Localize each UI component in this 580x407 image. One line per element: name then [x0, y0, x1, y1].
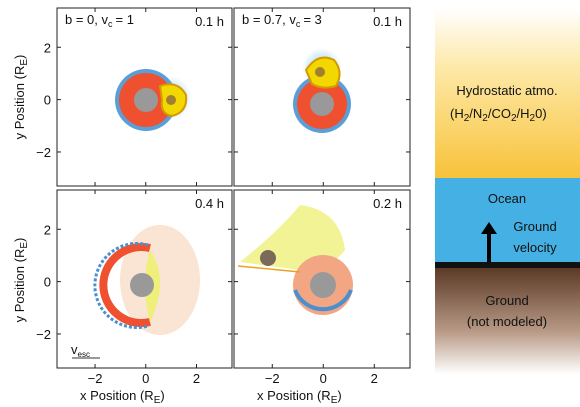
y-axis-label: y Position (RE): [12, 238, 30, 323]
panel-time: 0.1 h: [373, 14, 402, 29]
x-tick-label: 2: [371, 371, 378, 386]
velocity-label: Ground: [513, 219, 556, 234]
panel-time: 0.1 h: [195, 14, 224, 29]
arrow-label: vesc: [71, 342, 90, 359]
atmosphere-label: Hydrostatic atmo.: [456, 83, 557, 98]
y-tick-label: 2: [44, 222, 51, 237]
y-tick-label: 0: [44, 275, 51, 290]
panel-frames: [57, 8, 410, 368]
x-tick-label: 0: [320, 371, 327, 386]
ground-label: (not modeled): [467, 314, 547, 329]
x-tick-label: −2: [265, 371, 280, 386]
panel-label-part: = 3: [303, 12, 321, 27]
arrow-label-part: esc: [78, 350, 90, 359]
x-axis-label-part: ): [337, 388, 341, 403]
x-axis-label-part: x Position (R: [80, 388, 154, 403]
snapshot-3: [95, 225, 200, 335]
x-axis-label: x Position (RE): [257, 388, 342, 406]
panel-label-part: c: [108, 19, 113, 29]
y-tick-label: −2: [36, 145, 51, 160]
y-axis-label-part: y Position (R: [12, 249, 27, 323]
figure: −2020.1 hb = 0, vc= 10.1 hb = 0.7, vc= 3…: [0, 0, 580, 407]
atmosphere-formula-part: 0): [535, 106, 547, 121]
panel-label: b = 0, vc= 1: [65, 12, 134, 29]
panel-label: b = 0.7, vc= 3: [242, 12, 322, 29]
x-axis-label-part: ): [160, 388, 164, 403]
x-tick-label: −2: [88, 371, 103, 386]
y-axis-label: y Position (RE): [12, 55, 30, 140]
ground-label: Ground: [485, 293, 528, 308]
ground-surface: [435, 262, 580, 268]
atmosphere-formula-part: /H: [517, 106, 530, 121]
y-tick-label: 2: [44, 40, 51, 55]
x-axis-label: x Position (RE): [80, 388, 165, 406]
atmosphere-formula-part: (H: [450, 106, 464, 121]
ocean-label: Ocean: [488, 191, 526, 206]
panel-label-part: b = 0.7, v: [242, 12, 296, 27]
panel-label-part: c: [296, 19, 301, 29]
x-tick-label: 0: [142, 371, 149, 386]
panel-label-part: = 1: [116, 12, 134, 27]
y-tick-label: −2: [36, 327, 51, 342]
y-axis-label-part: y Position (R: [12, 66, 27, 140]
panel-time: 0.4 h: [195, 196, 224, 211]
x-tick-label: 2: [193, 371, 200, 386]
velocity-label: velocity: [513, 240, 557, 255]
atmosphere-formula-part: /CO: [488, 106, 511, 121]
x-axis-label-part: x Position (R: [257, 388, 331, 403]
y-axis-label-part: ): [12, 238, 27, 242]
snapshot-4: [238, 205, 353, 315]
snapshot-2: [293, 48, 351, 133]
y-axis-label-part: ): [12, 55, 27, 59]
panel-time: 0.2 h: [373, 196, 402, 211]
panel-label-part: b = 0, v: [65, 12, 108, 27]
atmosphere-formula-part: /N: [469, 106, 482, 121]
snapshot-1: [115, 69, 192, 131]
y-tick-label: 0: [44, 93, 51, 108]
